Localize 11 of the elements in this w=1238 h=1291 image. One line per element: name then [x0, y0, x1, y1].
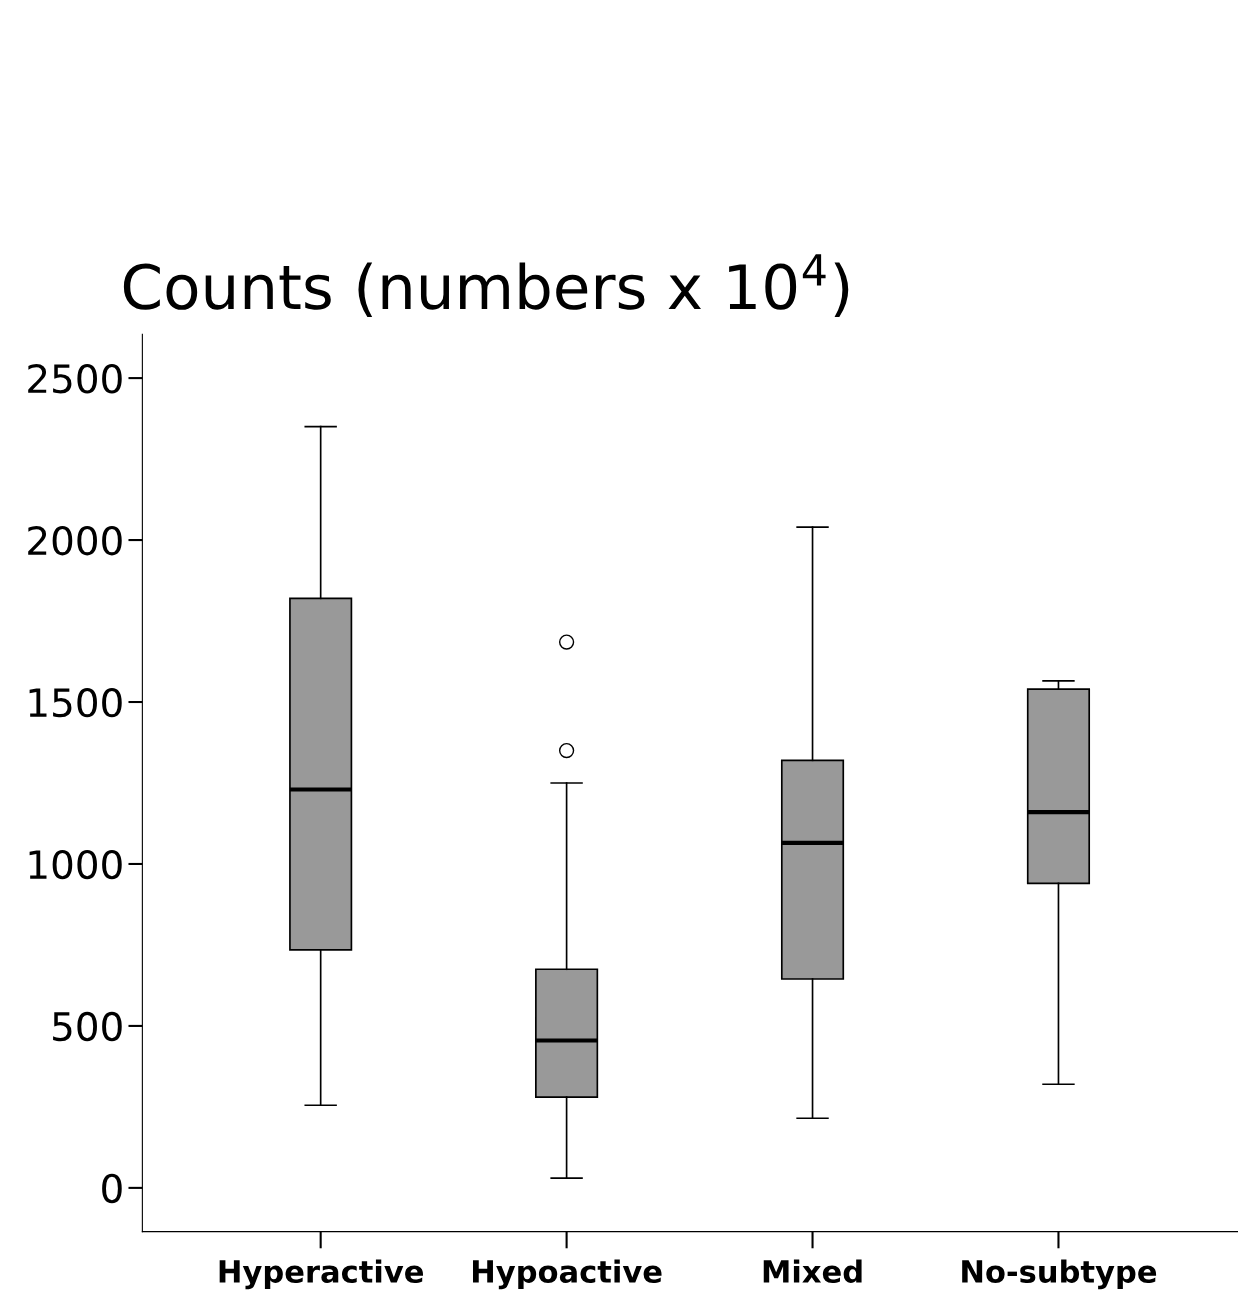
x-tick-label: Mixed	[763, 1259, 862, 1284]
x-tick-label: Hyperactive	[219, 1259, 423, 1290]
y-tick-label: 1500	[29, 687, 122, 718]
y-tick-label: 0	[102, 1173, 122, 1204]
y-tick-label: 1000	[29, 849, 122, 880]
y-tick-label: 2500	[28, 364, 122, 394]
x-tick-label: No-subtype	[962, 1259, 1157, 1290]
y-tick-label: 500	[53, 1011, 122, 1042]
chart-title: Counts (numbers x 10$^{4}$)	[123, 254, 849, 318]
y-tick-label: 2000	[28, 525, 122, 556]
x-tick-label: Hypoactive	[473, 1259, 662, 1290]
